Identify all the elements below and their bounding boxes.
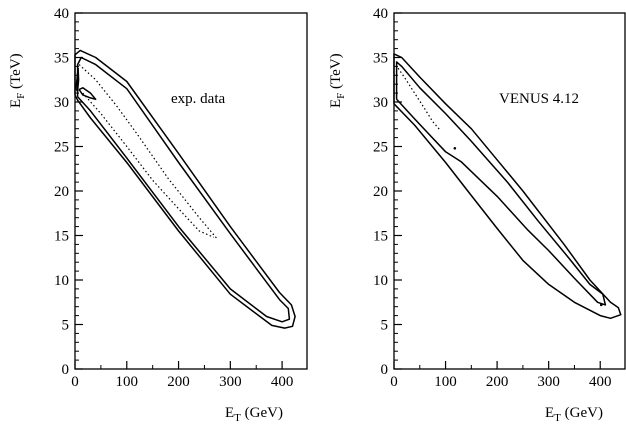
contour-inner (395, 61, 607, 306)
contour-point (599, 303, 603, 307)
contour-highest-a (82, 92, 215, 238)
contour-core-ring (78, 87, 97, 101)
panel-venus-4-12: 0 100 200 300 400 0 5 10 15 20 25 30 35 40 ET (GeV) EF … (328, 6, 626, 424)
y-tick-label: 25 (54, 140, 69, 156)
x-tick-label: 0 (71, 374, 79, 390)
x-tick-label: 300 (537, 374, 560, 390)
y-tick-label: 15 (54, 229, 69, 245)
y-tick-label: 20 (373, 184, 388, 200)
x-tick-label: 100 (434, 374, 457, 390)
x-tick-label: 400 (271, 374, 294, 390)
y-tick-label: 5 (62, 318, 70, 334)
y-axis-label: EF (TeV) (328, 53, 347, 108)
y-tick-label: 15 (373, 229, 388, 245)
y-tick-label: 20 (54, 184, 69, 200)
x-tick-label: 200 (167, 374, 190, 390)
y-tick-label: 10 (54, 273, 69, 289)
y-tick-label: 0 (62, 362, 70, 378)
y-tick-label: 0 (381, 362, 389, 378)
x-axis-label: ET (GeV) (225, 405, 283, 424)
y-tick-label: 5 (381, 318, 389, 334)
y-axis-label: EF (TeV) (8, 53, 27, 108)
y-tick-label: 10 (373, 273, 388, 289)
plot-frame (393, 12, 626, 370)
contour-outer (393, 53, 622, 320)
x-tick-label: 300 (219, 374, 242, 390)
x-tick-label: 200 (486, 374, 509, 390)
panel-annotation: VENUS 4.12 (499, 91, 579, 107)
contour-core-left (75, 67, 80, 93)
panel-exp-data: 0 100 200 300 400 0 5 10 15 20 25 30 35 40 ET (GeV) EF … (8, 6, 308, 424)
contour-inner (76, 56, 291, 323)
x-tick-label: 100 (116, 374, 139, 390)
y-tick-label: 40 (54, 6, 69, 22)
x-tick-label: 400 (589, 374, 612, 390)
contour-point (453, 146, 457, 150)
y-tick-label: 30 (373, 95, 388, 111)
y-tick-label: 35 (373, 51, 388, 67)
y-tick-label: 35 (54, 51, 69, 67)
plot-frame (74, 12, 308, 370)
contour-outer (74, 49, 296, 329)
y-tick-label: 30 (54, 95, 69, 111)
x-axis-label: ET (GeV) (545, 405, 603, 424)
x-tick-label: 0 (390, 374, 398, 390)
y-tick-label: 25 (373, 140, 388, 156)
contour-highest (397, 67, 441, 131)
panel-annotation: exp. data (171, 91, 225, 107)
y-tick-label: 40 (373, 6, 388, 22)
